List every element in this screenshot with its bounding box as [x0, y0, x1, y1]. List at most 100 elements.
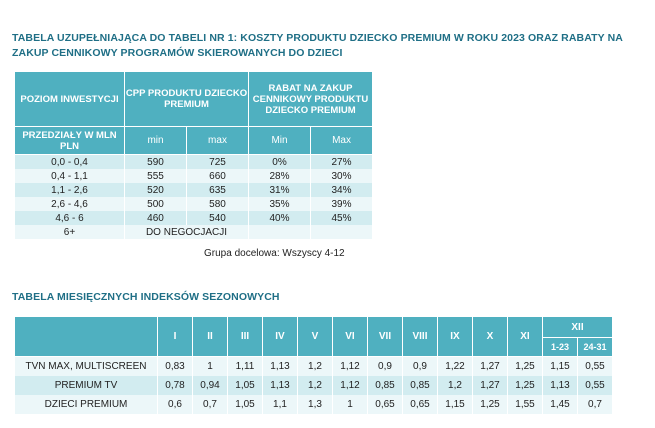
- month-header: II: [192, 316, 228, 357]
- header-cpp: CPP PRODUKTU DZIECKO PREMIUM: [123, 71, 250, 127]
- rabat-max-cell: 39%: [310, 197, 374, 211]
- value-cell: 0,94: [192, 376, 228, 395]
- value-cell: 0,85: [367, 376, 403, 395]
- value-cell: 1,27: [472, 356, 508, 376]
- value-cell: 1,15: [437, 395, 473, 414]
- month-header: I: [157, 316, 193, 357]
- table-row: TVN MAX, MULTISCREEN 0,83 1 1,11 1,13 1,…: [14, 356, 614, 376]
- cpp-max-cell: 660: [185, 169, 250, 183]
- value-cell: 1,15: [542, 356, 578, 376]
- value-cell: 1,22: [437, 356, 473, 376]
- value-cell: 1,1: [262, 395, 298, 414]
- value-cell: 0,65: [402, 395, 438, 414]
- row-label: PREMIUM TV: [14, 376, 158, 395]
- rabat-max-cell: 27%: [310, 154, 374, 169]
- cpp-min-cell: 460: [124, 211, 187, 225]
- table-row: 4,6 - 6 460 540 40% 45%: [14, 211, 374, 225]
- range-cell: 4,6 - 6: [14, 211, 125, 225]
- value-cell: 1,27: [472, 376, 508, 395]
- cpp-max-cell: 725: [185, 154, 250, 169]
- december-subheader: 1-23: [542, 337, 578, 357]
- rabat-min-cell: 40%: [248, 211, 312, 225]
- month-header: XI: [507, 316, 543, 357]
- month-header: VIII: [402, 316, 438, 357]
- value-cell: 1,12: [332, 376, 368, 395]
- value-cell: 1,05: [227, 376, 263, 395]
- range-cell: 2,6 - 4,6: [14, 197, 125, 211]
- header-poziom: POZIOM INWESTYCJI: [14, 71, 125, 127]
- value-cell: 1,13: [542, 376, 578, 395]
- cpp-max-cell: 635: [185, 183, 250, 197]
- value-cell: 0,9: [402, 356, 438, 376]
- header-przedzialy: PRZEDZIAŁY W MLN PLN: [14, 126, 125, 155]
- rabat-max-cell: 45%: [310, 211, 374, 225]
- value-cell: 1,25: [472, 395, 508, 414]
- header-corner: [14, 316, 158, 357]
- cpp-min-cell: 590: [124, 154, 187, 169]
- value-cell: 1,2: [297, 376, 333, 395]
- cpp-min-cell: 500: [124, 197, 187, 211]
- table-row: PREMIUM TV 0,78 0,94 1,05 1,13 1,2 1,12 …: [14, 376, 614, 395]
- month-header: III: [227, 316, 263, 357]
- range-cell: 0,0 - 0,4: [14, 154, 125, 169]
- value-cell: 0,9: [367, 356, 403, 376]
- seasonal-index-table: I II III IV V VI VII VIII IX X XI XII 1-…: [14, 316, 614, 414]
- december-subheader: 24-31: [576, 337, 614, 357]
- value-cell: 1,25: [507, 376, 543, 395]
- rabat-min-cell: 35%: [248, 197, 312, 211]
- cost-discount-table: POZIOM INWESTYCJI CPP PRODUKTU DZIECKO P…: [14, 71, 374, 239]
- month-header: V: [297, 316, 333, 357]
- value-cell: 0,85: [402, 376, 438, 395]
- range-cell: 1,1 - 2,6: [14, 183, 125, 197]
- value-cell: 0,6: [157, 395, 193, 414]
- month-header: X: [472, 316, 508, 357]
- value-cell: 0,83: [157, 356, 193, 376]
- value-cell: 1,3: [297, 395, 333, 414]
- month-header: VI: [332, 316, 368, 357]
- value-cell: 0,55: [576, 376, 614, 395]
- rabat-min-cell: 0%: [248, 154, 312, 169]
- negotiation-cell: DO NEGOCJACJI: [123, 225, 250, 239]
- value-cell: 0,7: [192, 395, 228, 414]
- table-row: 0,0 - 0,4 590 725 0% 27%: [14, 154, 374, 169]
- month-header-december: XII: [541, 316, 614, 338]
- row-label: TVN MAX, MULTISCREEN: [14, 356, 158, 376]
- value-cell: 1,2: [437, 376, 473, 395]
- value-cell: 1,2: [297, 356, 333, 376]
- value-cell: 1,45: [542, 395, 578, 414]
- rabat-min-cell: 28%: [248, 169, 312, 183]
- month-header: IV: [262, 316, 298, 357]
- table2-title: TABELA MIESIĘCZNYCH INDEKSÓW SEZONOWYCH: [12, 291, 280, 303]
- table1-title: TABELA UZUPEŁNIAJĄCA DO TABELI NR 1: KOS…: [12, 32, 623, 59]
- value-cell: 0,78: [157, 376, 193, 395]
- value-cell: 1,55: [507, 395, 543, 414]
- month-header: VII: [367, 316, 403, 357]
- value-cell: 1,13: [262, 376, 298, 395]
- value-cell: 1,11: [227, 356, 263, 376]
- target-group-note: Grupa docelowa: Wszyscy 4-12: [204, 248, 345, 259]
- cpp-min-cell: 555: [124, 169, 187, 183]
- value-cell: 1: [192, 356, 228, 376]
- value-cell: 1,25: [507, 356, 543, 376]
- cpp-max-cell: 580: [185, 197, 250, 211]
- table-row: 6+ DO NEGOCJACJI: [14, 225, 374, 239]
- header-cpp-min: min: [124, 126, 187, 155]
- value-cell: 1: [332, 395, 368, 414]
- rabat-max-cell: 34%: [310, 183, 374, 197]
- table-row: 1,1 - 2,6 520 635 31% 34%: [14, 183, 374, 197]
- value-cell: 0,55: [576, 356, 614, 376]
- table-row: 0,4 - 1,1 555 660 28% 30%: [14, 169, 374, 183]
- table-row: DZIECI PREMIUM 0,6 0,7 1,05 1,1 1,3 1 0,…: [14, 395, 614, 414]
- rabat-min-cell: 31%: [248, 183, 312, 197]
- range-cell: 6+: [14, 225, 125, 239]
- month-header: IX: [437, 316, 473, 357]
- value-cell: 1,12: [332, 356, 368, 376]
- cpp-max-cell: 540: [185, 211, 250, 225]
- value-cell: 0,65: [367, 395, 403, 414]
- rabat-max-cell: 30%: [310, 169, 374, 183]
- header-rabat-min: Min: [248, 126, 312, 155]
- range-cell: 0,4 - 1,1: [14, 169, 125, 183]
- value-cell: 0,7: [576, 395, 614, 414]
- value-cell: 1,05: [227, 395, 263, 414]
- row-label: DZIECI PREMIUM: [14, 395, 158, 414]
